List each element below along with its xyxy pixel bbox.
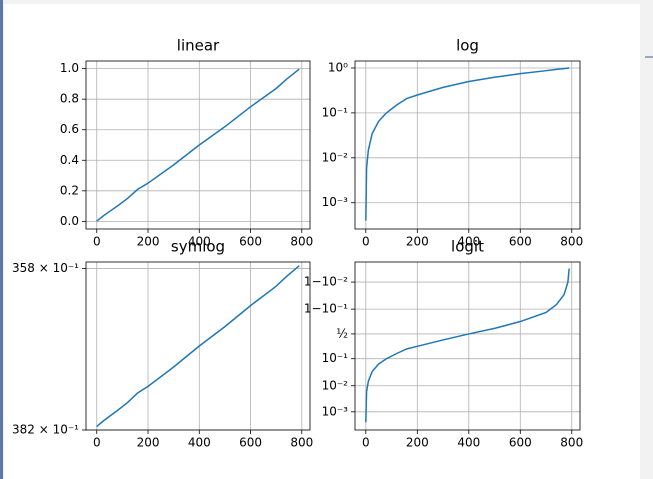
- x-tick-label: 600: [509, 235, 532, 249]
- chart-title: symlog: [171, 238, 225, 256]
- x-tick-label: 200: [406, 436, 429, 450]
- data-line: [365, 268, 570, 423]
- y-tick-label: 0.2: [60, 183, 79, 197]
- y-tick-label: 0.8: [60, 92, 79, 106]
- y-tick-label: 10⁻³: [322, 195, 349, 209]
- y-tick-label: 10⁰: [328, 60, 348, 74]
- y-tick-label: 0.0: [60, 214, 79, 228]
- data-line: [96, 68, 300, 222]
- y-tick-label: 1−10⁻¹: [304, 302, 348, 316]
- chart-title: linear: [177, 37, 220, 55]
- y-tick-label: 1.0: [60, 61, 79, 75]
- axes-frame: [354, 60, 581, 230]
- x-tick-label: 400: [188, 436, 211, 450]
- x-tick-label: 0: [93, 235, 101, 249]
- y-tick-label: 10⁻²: [322, 378, 349, 392]
- axes-frame: [354, 261, 581, 431]
- x-tick-label: 400: [457, 235, 480, 249]
- x-tick-label: 800: [290, 235, 313, 249]
- y-tick-label: 382 × 10⁻¹: [12, 423, 79, 437]
- chart-title: log: [456, 37, 479, 55]
- y-tick-label: 358 × 10⁻¹: [12, 261, 79, 275]
- axes-background: [355, 61, 580, 229]
- x-tick-label: 0: [362, 235, 370, 249]
- axes-background: [86, 262, 310, 430]
- axes-frame: [85, 60, 311, 230]
- data-line: [96, 265, 300, 428]
- x-tick-label: 600: [509, 436, 532, 450]
- window-edge: [0, 0, 3, 479]
- x-tick-label: 200: [137, 436, 160, 450]
- x-tick-label: 0: [362, 436, 370, 450]
- scroll-mark: [645, 56, 653, 58]
- data-line: [365, 67, 570, 221]
- y-tick-label: 1−10⁻²: [304, 275, 348, 289]
- axes-background: [355, 262, 580, 430]
- x-tick-label: 400: [188, 235, 211, 249]
- y-tick-label: 10⁻³: [322, 404, 349, 418]
- y-tick-label: 10⁻²: [322, 150, 349, 164]
- y-tick-label: 10⁻¹: [322, 351, 349, 365]
- y-tick-label: ½: [336, 326, 348, 340]
- x-tick-label: 0: [93, 436, 101, 450]
- x-tick-label: 800: [560, 235, 583, 249]
- x-tick-label: 400: [457, 436, 480, 450]
- x-tick-label: 600: [239, 436, 262, 450]
- x-tick-label: 800: [290, 436, 313, 450]
- y-tick-label: 0.4: [60, 153, 79, 167]
- x-tick-label: 200: [137, 235, 160, 249]
- chart-title: logit: [451, 238, 484, 256]
- x-tick-label: 800: [560, 436, 583, 450]
- x-tick-label: 600: [239, 235, 262, 249]
- axes-frame: [85, 261, 311, 431]
- y-tick-label: 10⁻¹: [322, 105, 349, 119]
- x-tick-label: 200: [406, 235, 429, 249]
- y-tick-label: 0.6: [60, 122, 79, 136]
